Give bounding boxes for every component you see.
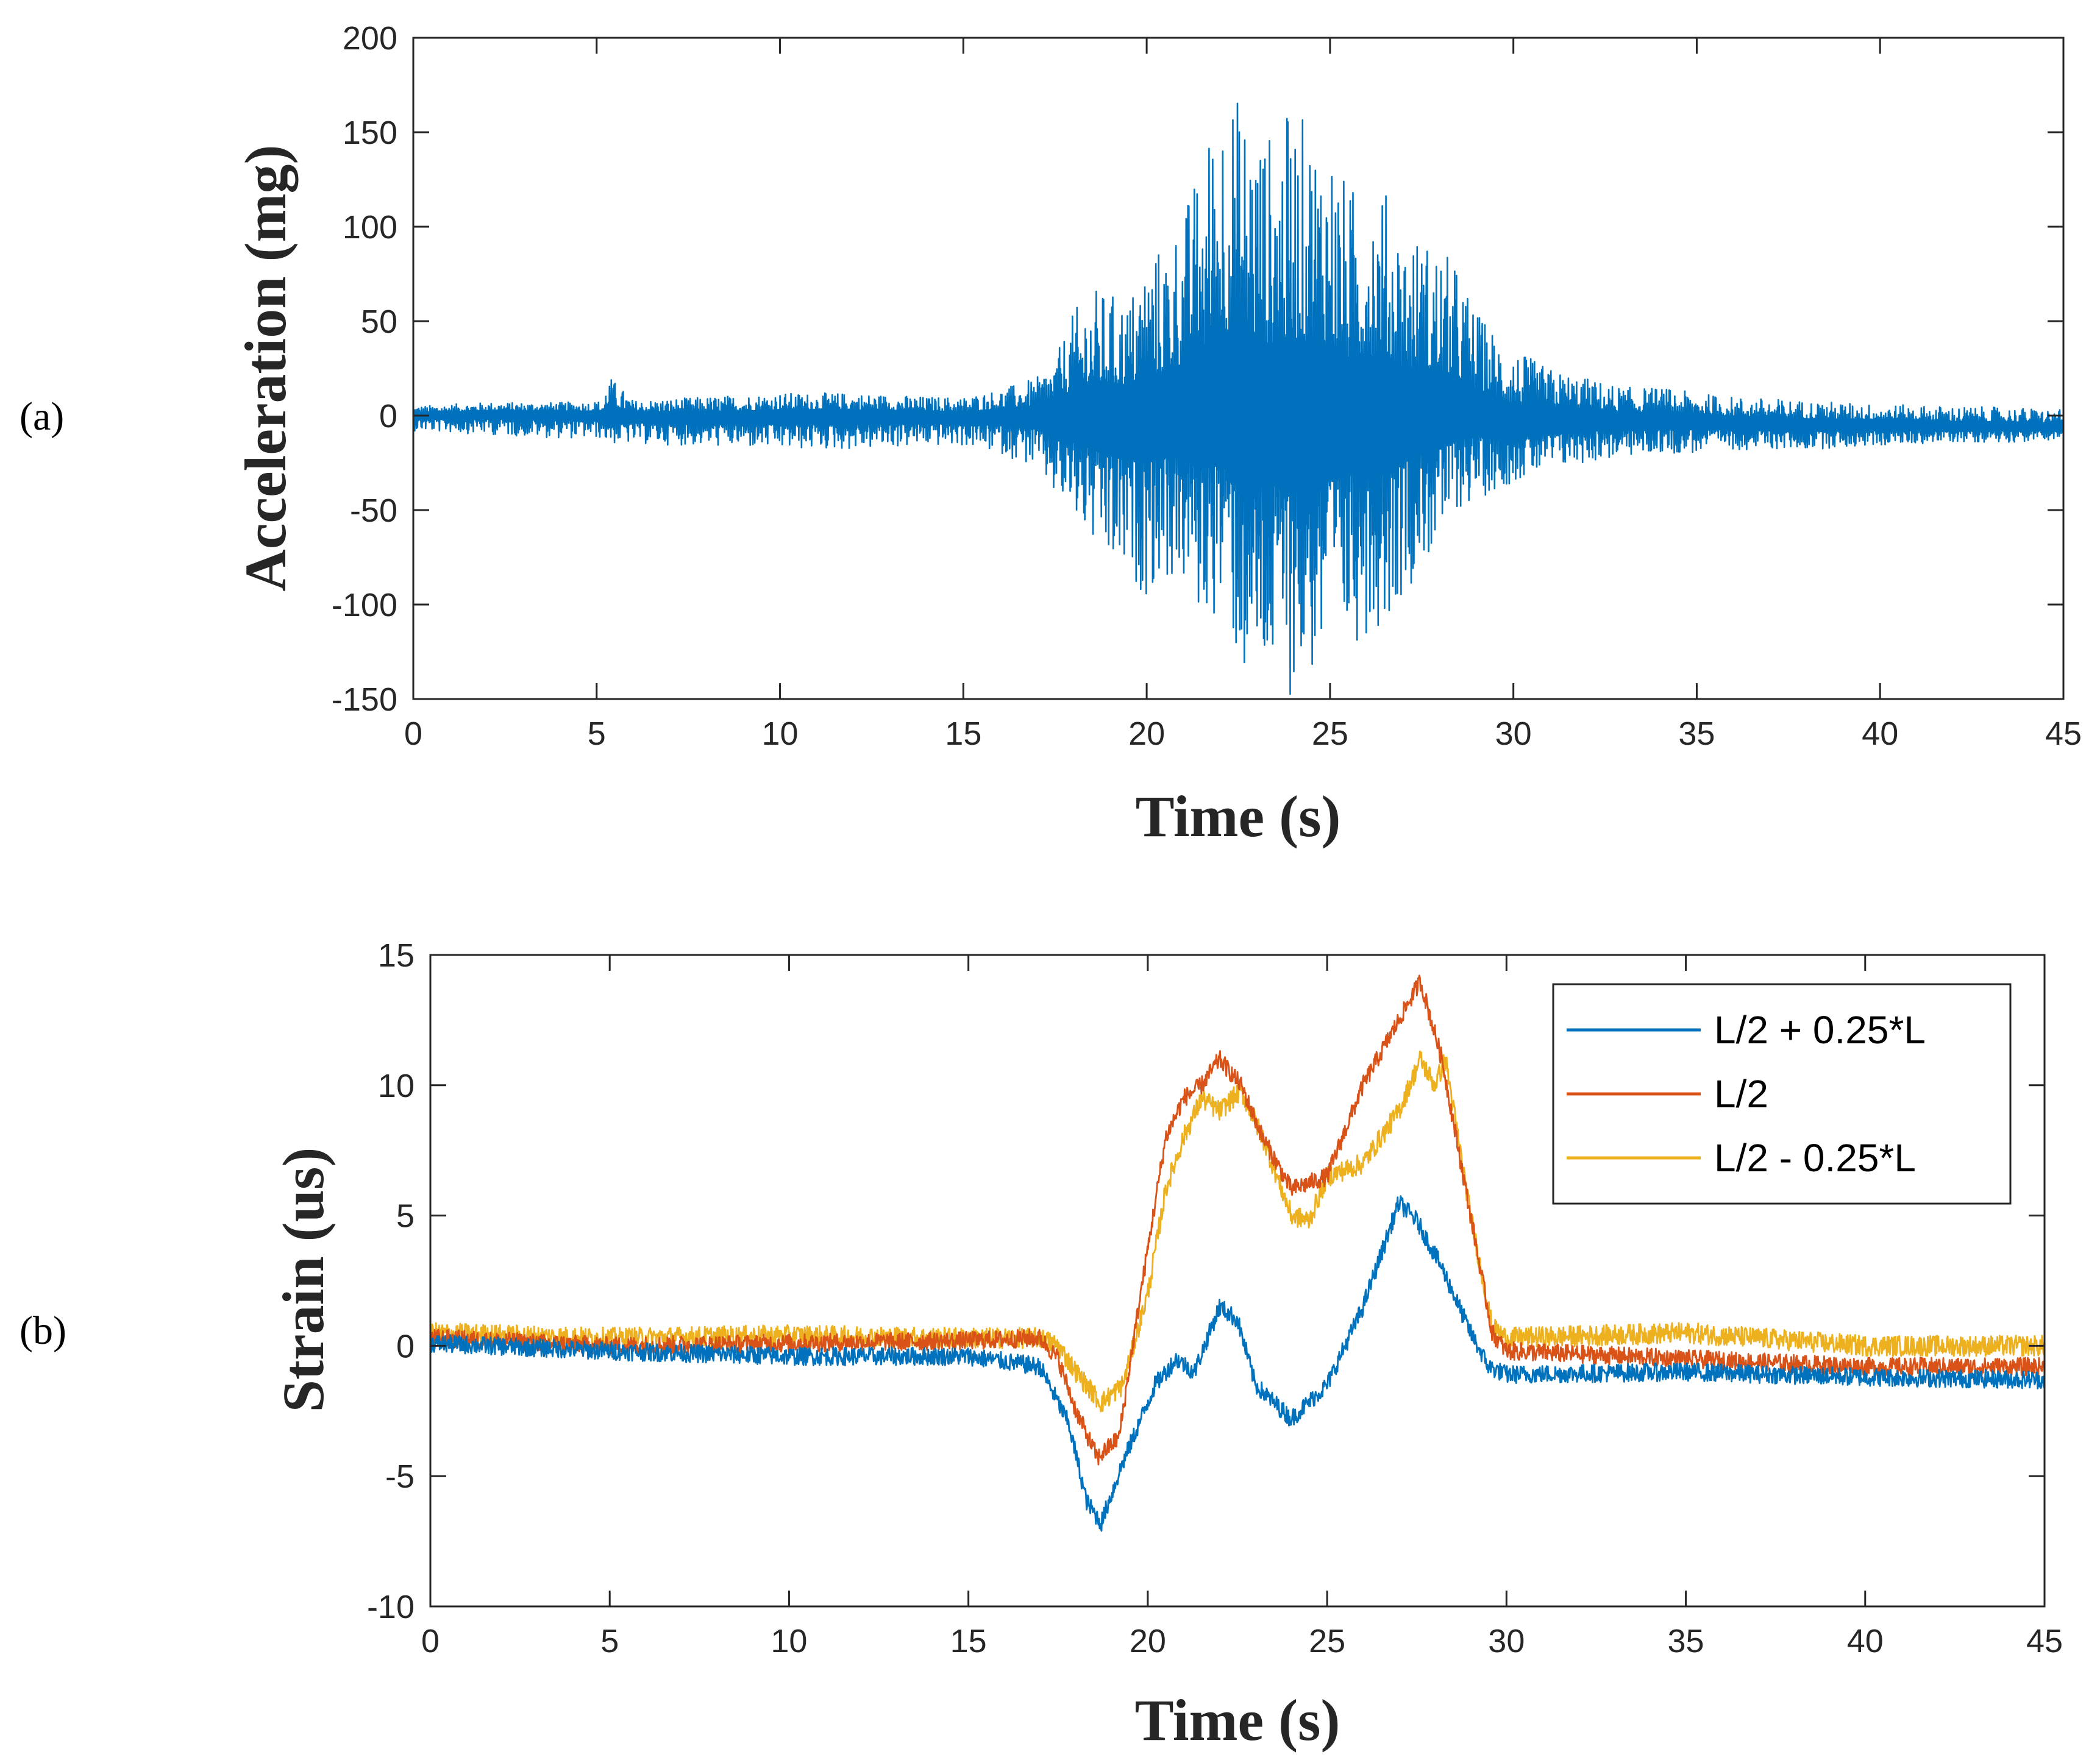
- x-tick-label: 25: [1309, 1623, 1345, 1659]
- x-tick-label: 20: [1130, 1623, 1166, 1659]
- x-tick-label: 45: [2045, 715, 2082, 752]
- strain-plot-area: [430, 974, 2045, 1532]
- y-tick-label: 0: [379, 398, 397, 435]
- x-tick-label: 30: [1488, 1623, 1525, 1659]
- x-tick-label: 40: [1862, 715, 1898, 752]
- x-tick-label: 5: [588, 715, 606, 752]
- acceleration-series-line: [413, 102, 2063, 695]
- y-tick-label: 10: [378, 1068, 415, 1104]
- x-tick-label: 15: [945, 715, 981, 752]
- x-tick-label: 0: [404, 715, 422, 752]
- x-tick-label: 0: [421, 1623, 440, 1659]
- x-tick-label: 10: [762, 715, 799, 752]
- y-tick-label: -10: [367, 1589, 415, 1625]
- x-tick-label: 30: [1495, 715, 1532, 752]
- y-tick-label: 100: [343, 209, 397, 246]
- strain-series-l2-plus: [430, 1195, 2045, 1532]
- x-tick-label: 10: [771, 1623, 807, 1659]
- x-tick-label: 40: [1847, 1623, 1884, 1659]
- strain-series-l2-minus: [430, 1050, 2045, 1413]
- y-tick-label: -50: [350, 492, 397, 529]
- x-tick-label: 35: [1668, 1623, 1704, 1659]
- acceleration-x-axis-label: Time (s): [1136, 784, 1341, 849]
- acceleration-ticks: 0 5 10 15 20 25 30 35 40 45 -150 -100 -50 0 50 100 150 20…: [332, 20, 2082, 752]
- x-tick-label: 35: [1678, 715, 1715, 752]
- x-tick-label: 15: [950, 1623, 987, 1659]
- y-tick-label: 15: [378, 937, 415, 974]
- y-tick-label: -5: [385, 1458, 415, 1495]
- y-tick-label: 0: [396, 1328, 415, 1364]
- acceleration-plot-area: [413, 102, 2063, 695]
- chart-panel-b: 0 5 10 15 20 25 30 35 40 45 -10 -5 0 5 10 15 Time (s) S…: [271, 937, 2063, 1753]
- y-tick-label: -100: [332, 587, 397, 623]
- strain-legend: L/2 + 0.25*L L/2 L/2 - 0.25*L: [1552, 983, 2012, 1205]
- y-tick-label: 150: [343, 115, 397, 151]
- strain-ticks: 0 5 10 15 20 25 30 35 40 45 -10 -5 0 5 10 15: [367, 937, 2063, 1659]
- strain-x-axis-label: Time (s): [1135, 1687, 1340, 1753]
- legend-label-l2-plus: L/2 + 0.25*L: [1714, 1008, 1926, 1052]
- x-tick-label: 45: [2026, 1623, 2063, 1659]
- panel-b-label: (b): [20, 1308, 66, 1353]
- x-tick-label: 5: [600, 1623, 619, 1659]
- strain-axes-box: [429, 954, 2046, 1608]
- x-tick-label: 25: [1312, 715, 1348, 752]
- panel-a-label: (a): [20, 394, 64, 439]
- chart-panel-a: 0 5 10 15 20 25 30 35 40 45 -150 -100 -50 0 50 100 150 20…: [233, 20, 2082, 849]
- acceleration-y-axis-label: Acceleration (mg): [233, 145, 298, 592]
- acceleration-axes-box: [412, 37, 2065, 700]
- legend-label-l2: L/2: [1714, 1072, 1768, 1116]
- y-tick-label: 5: [396, 1198, 415, 1235]
- legend-label-l2-minus: L/2 - 0.25*L: [1714, 1136, 1916, 1180]
- y-tick-label: -150: [332, 681, 397, 718]
- y-tick-label: 50: [361, 303, 397, 340]
- strain-y-axis-label: Strain (us): [271, 1148, 336, 1413]
- y-tick-label: 200: [343, 20, 397, 57]
- x-tick-label: 20: [1128, 715, 1165, 752]
